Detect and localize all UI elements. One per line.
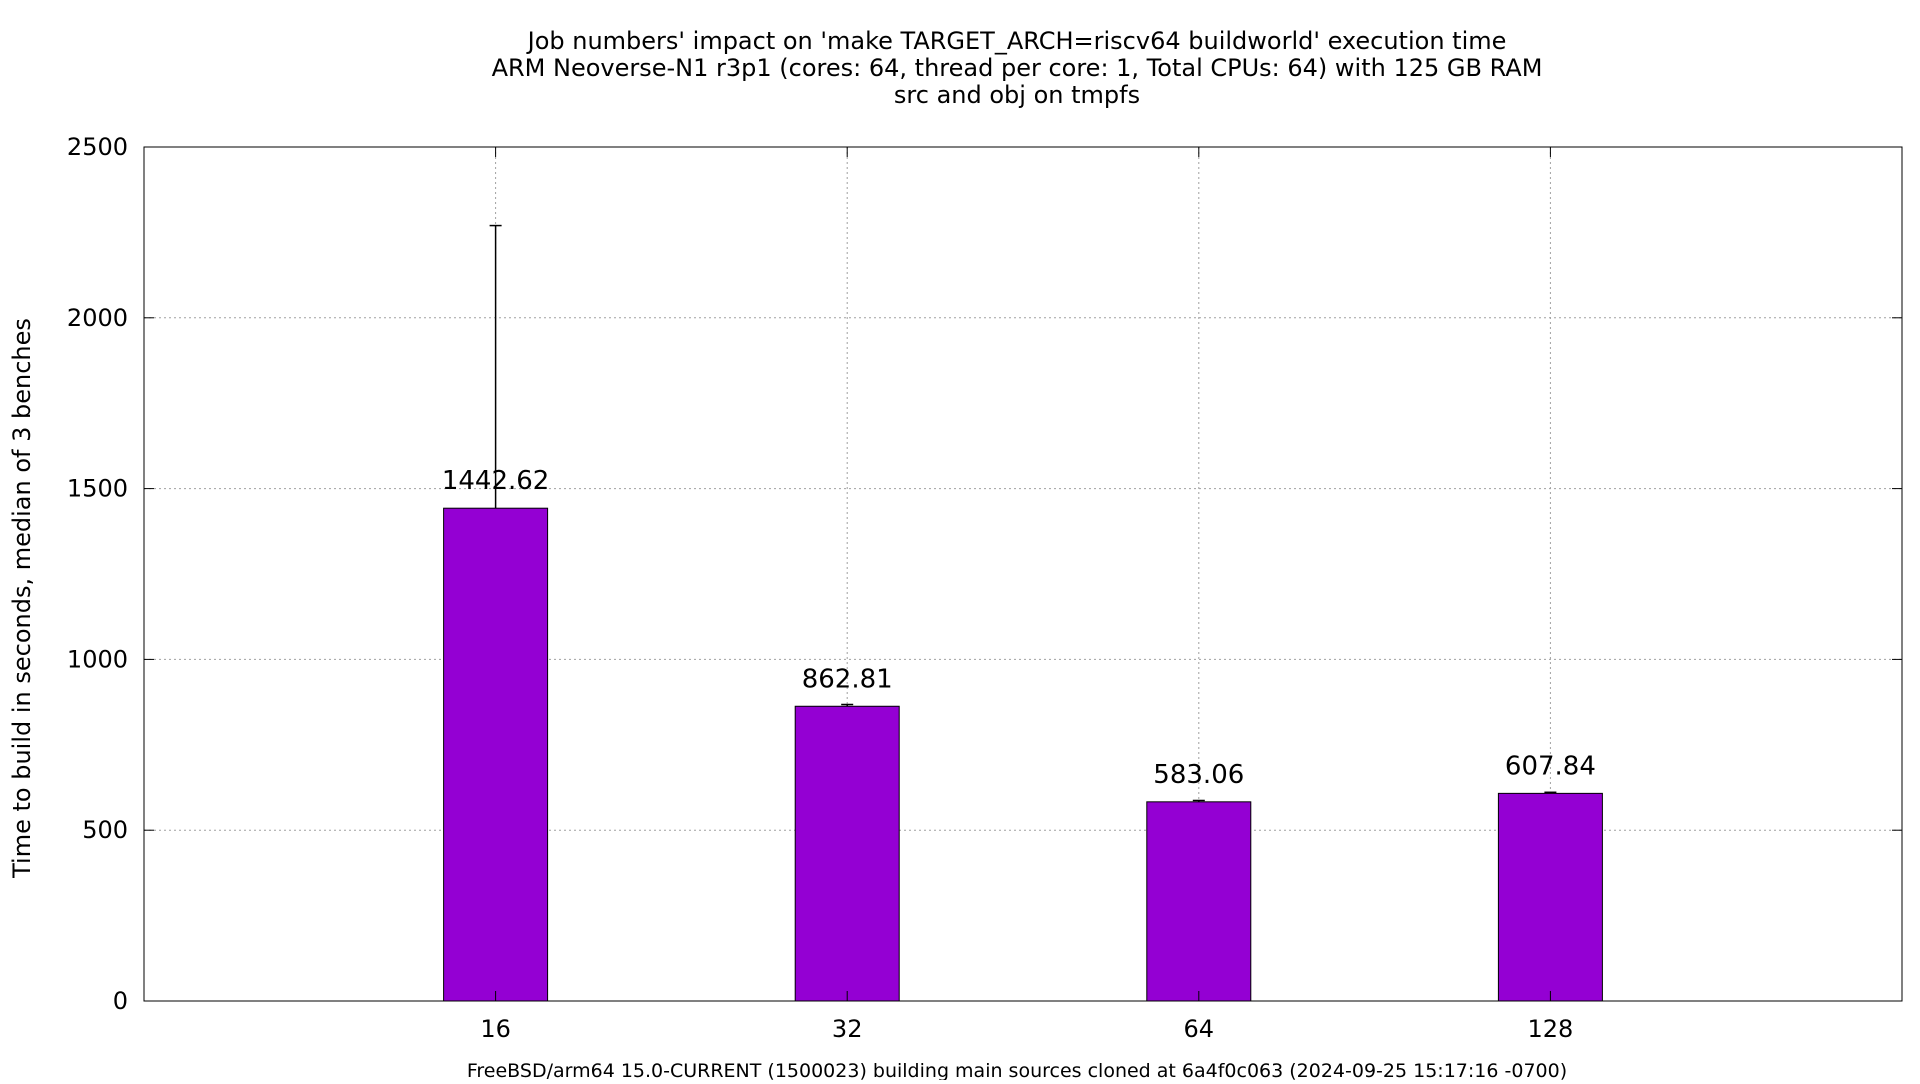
data-label: 583.06: [1153, 760, 1244, 790]
x-tick-label: 128: [1527, 1015, 1573, 1043]
y-tick-label: 2500: [67, 133, 128, 161]
x-axis-ticks: 16 32 64 128: [480, 147, 1573, 1043]
y-tick-label: 2000: [67, 304, 128, 332]
y-tick-label: 500: [82, 816, 128, 844]
plot-frame: [143, 146, 1903, 1002]
data-label: 862.81: [802, 664, 893, 694]
y-tick-label: 1000: [67, 645, 128, 673]
grid-lines: [144, 146, 1902, 1001]
y-tick-label: 1500: [67, 475, 128, 503]
chart-title-line-1: Job numbers' impact on 'make TARGET_ARCH…: [526, 27, 1507, 55]
bar: [1146, 801, 1252, 1002]
x-tick-label: 32: [832, 1015, 863, 1043]
error-bars: [489, 224, 1557, 802]
data-labels: 1442.62 862.81 583.06 607.84: [442, 466, 1596, 790]
chart-title: Job numbers' impact on 'make TARGET_ARCH…: [492, 27, 1543, 109]
plot-border: [143, 146, 1903, 1002]
chart-title-line-3: src and obj on tmpfs: [894, 81, 1140, 109]
y-axis-label: Time to build in seconds, median of 3 be…: [8, 318, 36, 879]
bar: [443, 507, 549, 1002]
x-axis-label: FreeBSD/arm64 15.0-CURRENT (1500023) bui…: [467, 1060, 1567, 1080]
data-label: 1442.62: [442, 466, 550, 496]
data-label: 607.84: [1505, 751, 1596, 781]
x-tick-label: 16: [480, 1015, 511, 1043]
x-tick-label: 64: [1184, 1015, 1215, 1043]
bars: [443, 507, 1603, 1002]
bar: [1497, 792, 1603, 1002]
bar: [794, 705, 900, 1002]
y-tick-label: 0: [113, 987, 128, 1015]
y-axis-ticks: 0 500 1000 1500 2000 2500: [67, 133, 1902, 1015]
chart-title-line-2: ARM Neoverse-N1 r3p1 (cores: 64, thread …: [492, 54, 1543, 82]
